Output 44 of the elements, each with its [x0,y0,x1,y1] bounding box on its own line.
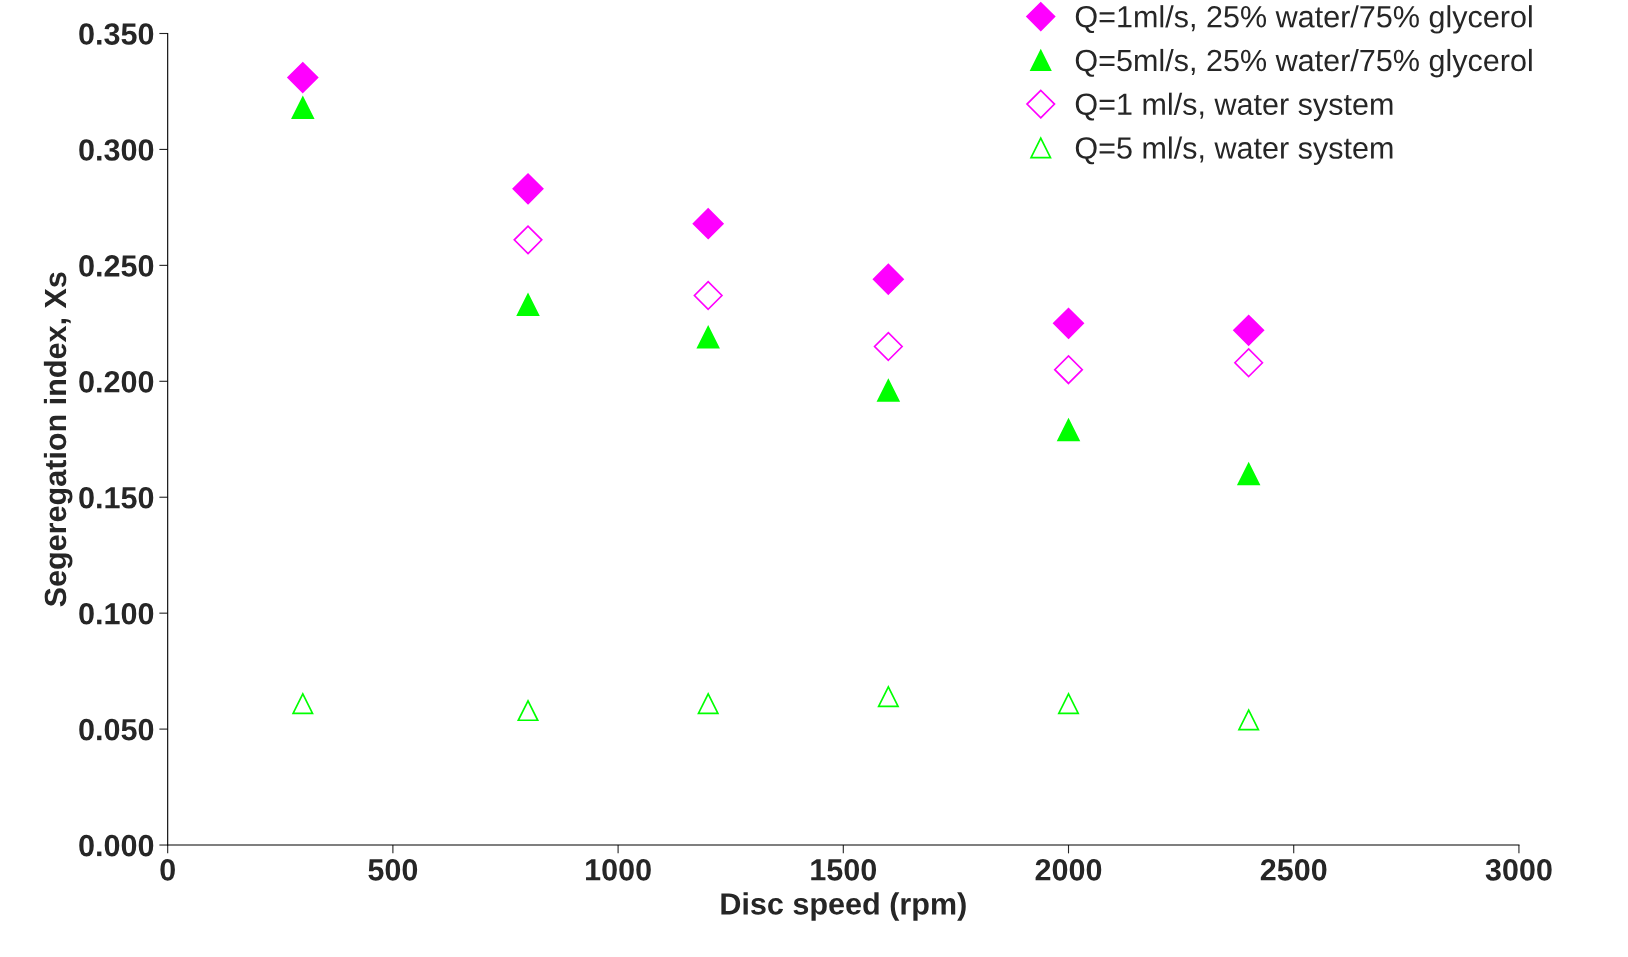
x-tick-label: 1000 [586,859,651,881]
y-tick-label: 0.050 [79,718,154,741]
point [1238,709,1260,731]
x-tick-label: 0 [160,859,175,881]
point [873,331,903,362]
y-tick-label: 0.200 [79,371,154,393]
x-tick-label: 3000 [1485,859,1552,881]
legend-label: Q=1 ml/s, water system [1075,92,1393,122]
x-tick-label: 500 [368,859,418,881]
point [693,280,723,311]
point [1052,307,1085,339]
y-tick-label: 0.250 [79,255,154,277]
point [513,225,543,255]
point [512,173,544,205]
point [697,693,719,715]
point [516,293,540,317]
point [696,325,720,349]
point [1053,355,1084,385]
point [1057,418,1080,442]
point [877,379,900,402]
point [877,686,899,708]
y-axis-title: Segeregation index, Xs [43,272,73,607]
x-tick-label: 2000 [1035,859,1102,881]
legend-label: Q=1ml/s, 25% water/75% glycerol [1075,5,1532,34]
point [1237,462,1260,486]
point [1234,348,1264,378]
legend-label: Q=5 ml/s, water system [1075,136,1393,165]
legend-label: Q=5ml/s, 25% water/75% glycerol [1075,48,1532,78]
point [291,96,315,119]
point [692,208,724,240]
x-tick-label: 2500 [1260,859,1327,881]
point [517,699,539,722]
point [1057,693,1080,715]
point [287,61,319,94]
y-tick-label: 0.350 [79,23,154,45]
y-tick-label: 0.150 [79,486,154,509]
y-tick-label: 0.300 [79,139,154,161]
y-tick-label: 0.100 [79,602,154,625]
y-tick-label: 0.000 [79,834,154,857]
point [1233,314,1265,346]
point [292,693,314,715]
x-axis-title: Disc speed (rpm) [721,892,966,921]
x-tick-label: 1500 [811,859,877,881]
point [872,263,904,295]
